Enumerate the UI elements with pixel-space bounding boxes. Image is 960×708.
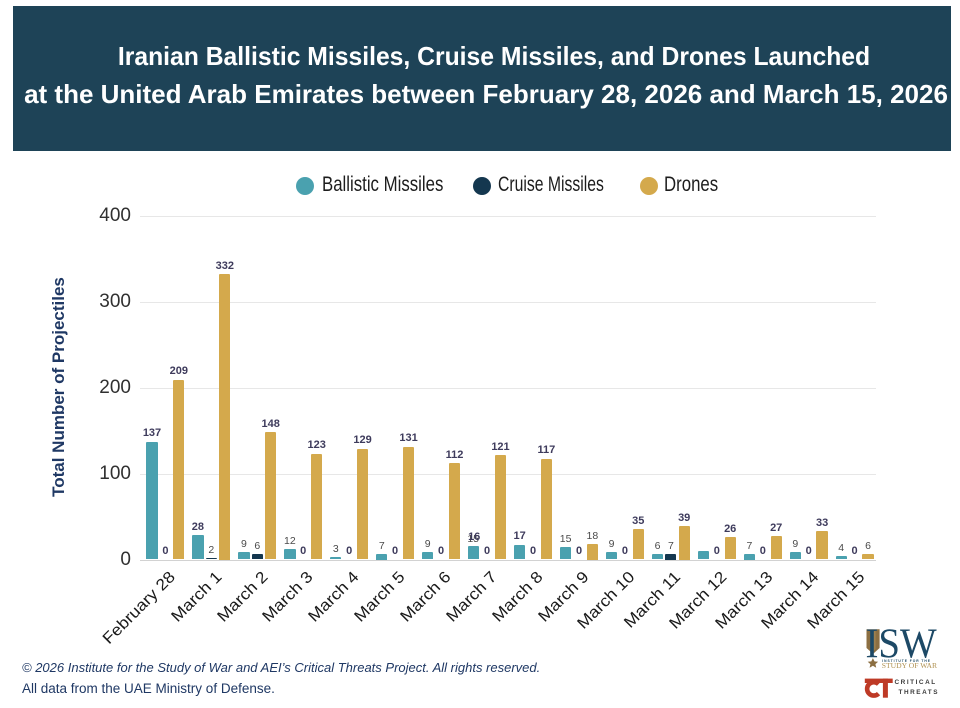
svg-text:STUDY OF WAR: STUDY OF WAR xyxy=(882,661,938,670)
svg-text:INSTITUTE FOR THE: INSTITUTE FOR THE xyxy=(882,659,931,663)
svg-text:CRITICAL: CRITICAL xyxy=(895,679,937,686)
svg-text:THREATS: THREATS xyxy=(899,689,940,696)
svg-text:ISW: ISW xyxy=(865,622,937,667)
